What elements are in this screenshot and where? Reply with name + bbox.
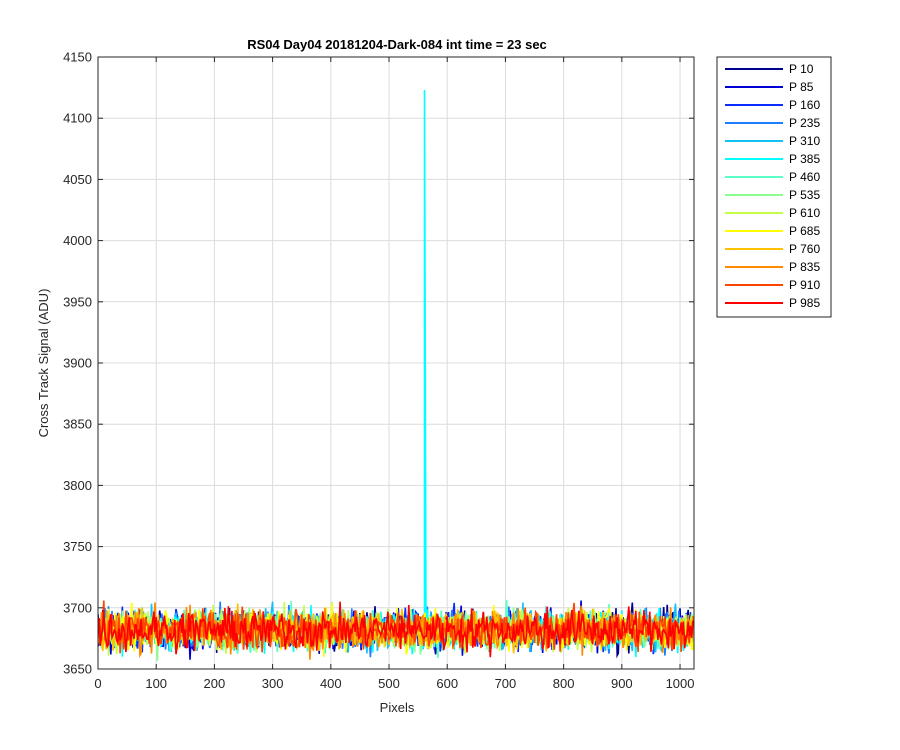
- y-tick-label: 3750: [63, 539, 92, 554]
- x-tick-label: 500: [378, 676, 400, 691]
- y-tick-label: 3650: [63, 662, 92, 677]
- legend-label: P 385: [789, 152, 820, 166]
- legend-label: P 610: [789, 206, 820, 220]
- x-tick-label: 800: [553, 676, 575, 691]
- legend: P 10 P 85 P 160 P 235 P 310 P 385 P 460 P 535 P …: [716, 56, 832, 318]
- x-tick-label: 200: [204, 676, 226, 691]
- y-tick-label: 4000: [63, 233, 92, 248]
- y-tick-label: 3700: [63, 600, 92, 615]
- legend-label: P 835: [789, 260, 820, 274]
- legend-label: P 535: [789, 188, 820, 202]
- legend-label: P 85: [789, 80, 814, 94]
- legend-label: P 760: [789, 242, 820, 256]
- y-tick-label: 3900: [63, 356, 92, 371]
- legend-label: P 235: [789, 116, 820, 130]
- series-lines: [98, 89, 694, 662]
- x-tick-label: 0: [94, 676, 101, 691]
- legend-label: P 985: [789, 296, 820, 310]
- legend-label: P 160: [789, 98, 820, 112]
- chart-title: RS04 Day04 20181204-Dark-084 int time = …: [247, 37, 547, 52]
- legend-label: P 310: [789, 134, 820, 148]
- y-tick-label: 4150: [63, 50, 92, 65]
- x-tick-label: 100: [145, 676, 167, 691]
- legend-label: P 460: [789, 170, 820, 184]
- y-tick-label: 4050: [63, 172, 92, 187]
- x-tick-label: 1000: [666, 676, 695, 691]
- series-line: [98, 601, 694, 658]
- x-axis-label: Pixels: [380, 700, 415, 715]
- y-tick-label: 3950: [63, 294, 92, 309]
- legend-label: P 910: [789, 278, 820, 292]
- x-tick-label: 400: [320, 676, 342, 691]
- x-tick-label: 600: [436, 676, 458, 691]
- grid: [98, 57, 694, 669]
- y-tick-label: 4100: [63, 111, 92, 126]
- y-axis-label: Cross Track Signal (ADU): [36, 289, 51, 438]
- axis-ticks: 0 100 200 300 400 500 600 700 800 900 1000 3650 3700…: [63, 50, 694, 692]
- x-tick-label: 300: [262, 676, 284, 691]
- y-tick-label: 3850: [63, 417, 92, 432]
- legend-label: P 10: [789, 62, 814, 76]
- legend-label: P 685: [789, 224, 820, 238]
- y-tick-label: 3800: [63, 478, 92, 493]
- x-tick-label: 900: [611, 676, 633, 691]
- x-tick-label: 700: [495, 676, 517, 691]
- legend-box: [716, 56, 832, 318]
